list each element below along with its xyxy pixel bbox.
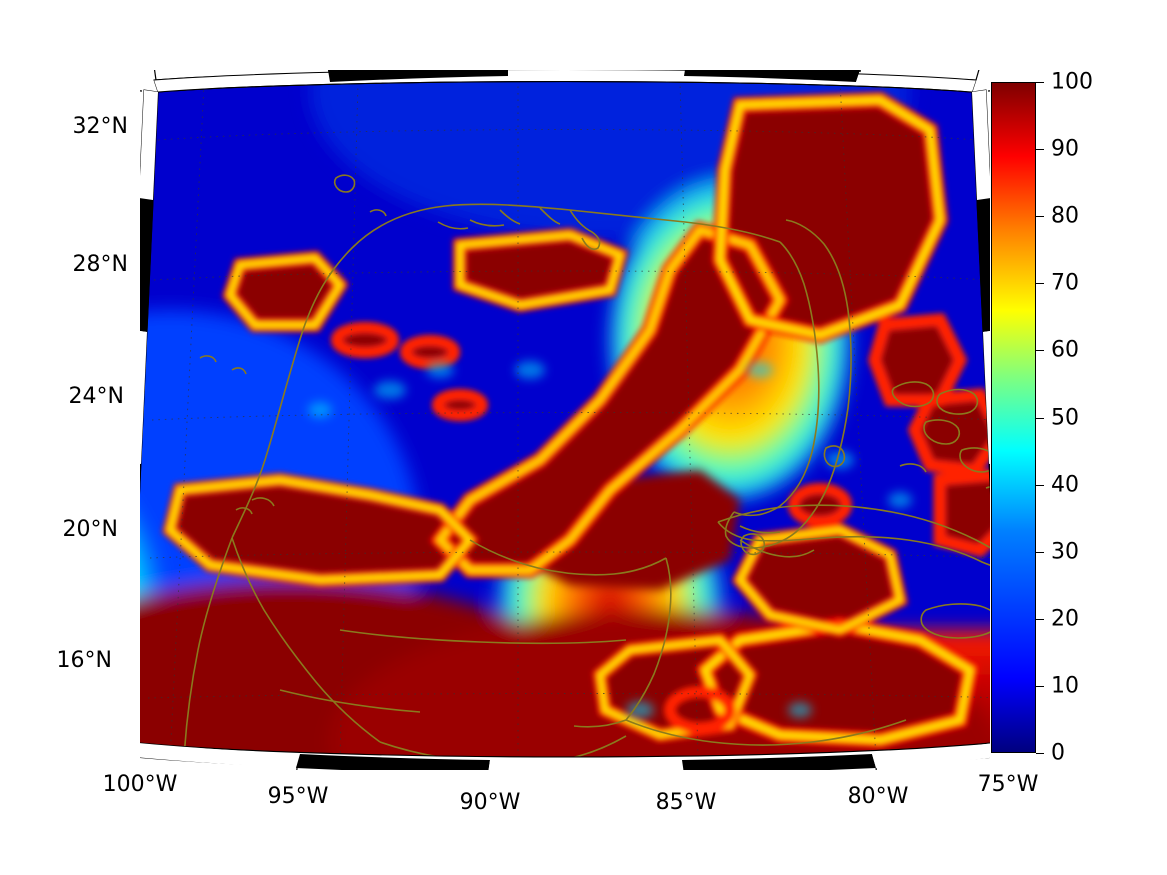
colorbar-tick-30 (1036, 551, 1044, 553)
colorbar-label-100: 100 (1051, 69, 1093, 95)
colorbar-tick-90 (1036, 149, 1044, 151)
frame-right (971, 89, 990, 493)
y-tick-label-16N: 16°N (56, 648, 112, 673)
colorbar-label-40: 40 (1051, 472, 1079, 498)
x-tick-label-75W: 75°W (977, 772, 1039, 797)
colorbar-label-80: 80 (1051, 203, 1079, 229)
colorbar-label-60: 60 (1051, 337, 1079, 363)
y-tick-label-20N: 20°N (62, 517, 118, 542)
colorbar[interactable]: 100 90 80 70 60 50 40 30 20 10 0 (991, 70, 1093, 766)
x-tick-label-95W: 95°W (267, 784, 329, 809)
x-tick-label-80W: 80°W (847, 784, 909, 809)
colorbar-tick-10 (1036, 685, 1044, 687)
y-tick-label-28N: 28°N (72, 252, 128, 277)
x-tick-label-85W: 85°W (655, 790, 717, 815)
field-mid-value-rims (162, 91, 990, 749)
frame-left (140, 89, 159, 493)
frame-top (153, 70, 980, 93)
x-tick-label-90W: 90°W (459, 790, 521, 815)
y-tick-label-32N: 32°N (72, 114, 128, 139)
colorbar-label-10: 10 (1051, 673, 1079, 699)
colorbar-tick-20 (1036, 618, 1044, 620)
map-plot-svg (140, 70, 990, 770)
colorbar-gradient (991, 82, 1036, 753)
colorbar-tick-80 (1036, 216, 1044, 218)
colorbar-tick-100 (1036, 82, 1044, 83)
colorbar-tick-40 (1036, 484, 1044, 486)
colorbar-label-50: 50 (1051, 405, 1079, 430)
colorbar-tick-0 (1036, 753, 1044, 754)
y-tick-label-24N: 24°N (68, 384, 124, 409)
frame-bottom (140, 742, 990, 770)
colorbar-tick-70 (1036, 283, 1044, 285)
map-axes[interactable]: 32°N 28°N 24°N 20°N 16°N 100°W 95°W 90°W… (57, 70, 1038, 815)
colorbar-tick-50 (1036, 417, 1044, 419)
x-tick-label-100W: 100°W (102, 772, 178, 797)
axes-frame (140, 70, 990, 770)
colorbar-label-0: 0 (1051, 740, 1065, 766)
map-data-layer (140, 81, 990, 757)
colorbar-label-70: 70 (1051, 270, 1079, 296)
colorbar-label-20: 20 (1051, 606, 1079, 632)
coastlines (183, 174, 990, 757)
colorbar-label-30: 30 (1051, 539, 1079, 565)
colorbar-label-90: 90 (1051, 136, 1079, 162)
field-low-mid-speckle (308, 361, 912, 719)
colorbar-tick-60 (1036, 350, 1044, 352)
